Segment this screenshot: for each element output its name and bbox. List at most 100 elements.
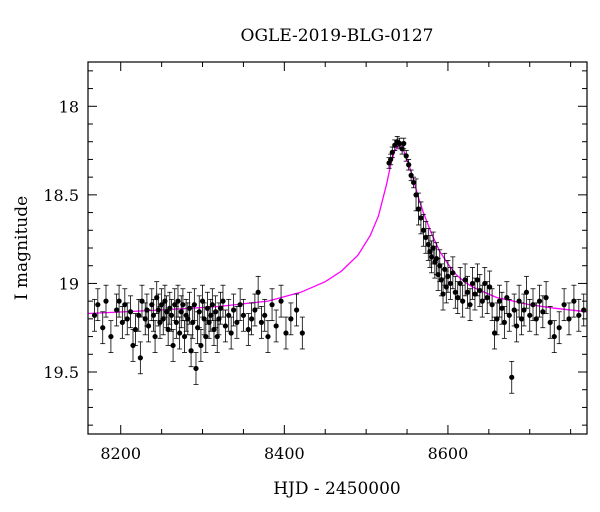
- data-point: [460, 284, 466, 318]
- point-marker: [278, 298, 284, 304]
- point-marker: [494, 316, 500, 322]
- point-marker: [442, 266, 448, 272]
- point-marker: [95, 302, 101, 308]
- data-point: [457, 267, 463, 300]
- point-marker: [226, 312, 232, 318]
- data-point: [119, 306, 125, 339]
- point-marker: [217, 305, 224, 311]
- data-point: [415, 192, 422, 226]
- data-point: [467, 288, 473, 322]
- point-marker: [472, 291, 478, 297]
- point-marker: [440, 291, 446, 297]
- data-point: [462, 263, 468, 297]
- x-tick-label: 8400: [264, 444, 305, 463]
- point-marker: [547, 319, 553, 325]
- data-point: [139, 284, 145, 318]
- data-point: [445, 259, 451, 293]
- data-point: [95, 288, 101, 322]
- data-point: [496, 284, 503, 318]
- data-point: [150, 298, 157, 332]
- data-point: [410, 176, 417, 189]
- point-marker: [203, 333, 209, 340]
- point-marker: [199, 298, 206, 304]
- data-point: [137, 341, 143, 375]
- point-marker: [190, 319, 196, 325]
- point-marker: [283, 330, 289, 336]
- point-marker: [234, 319, 240, 325]
- point-marker: [188, 348, 194, 354]
- data-point: [491, 316, 498, 350]
- data-point: [191, 288, 197, 322]
- point-marker: [477, 287, 483, 294]
- point-marker: [181, 333, 188, 340]
- data-point: [494, 302, 500, 336]
- data-point: [127, 295, 134, 329]
- point-marker: [173, 319, 179, 325]
- data-point: [566, 302, 572, 336]
- point-marker: [445, 273, 451, 279]
- point-marker: [540, 309, 546, 315]
- data-point: [299, 316, 305, 350]
- data-point: [172, 288, 178, 322]
- data-point: [255, 275, 261, 309]
- point-marker: [124, 316, 130, 322]
- data-point: [581, 293, 587, 327]
- point-marker: [255, 289, 261, 295]
- point-marker: [410, 179, 417, 186]
- data-point: [220, 284, 226, 318]
- data-point: [265, 320, 271, 353]
- point-marker: [420, 227, 426, 233]
- point-marker: [114, 307, 120, 313]
- data-point: [487, 270, 493, 304]
- data-point: [237, 288, 243, 322]
- point-marker: [193, 365, 199, 372]
- point-marker: [231, 307, 237, 313]
- point-marker: [213, 309, 219, 315]
- point-marker: [501, 319, 507, 325]
- point-marker: [551, 333, 557, 340]
- point-marker: [506, 312, 512, 318]
- point-marker: [403, 153, 409, 159]
- point-marker: [543, 295, 549, 301]
- data-point: [523, 275, 530, 309]
- data-point: [180, 288, 186, 322]
- data-point: [283, 316, 289, 350]
- point-marker: [269, 302, 275, 308]
- point-marker: [464, 289, 471, 295]
- point-marker: [103, 298, 109, 304]
- data-point: [442, 252, 448, 286]
- point-marker: [165, 326, 171, 333]
- point-marker: [136, 312, 142, 318]
- point-marker: [172, 302, 178, 308]
- data-point: [506, 298, 512, 332]
- point-marker: [504, 295, 510, 301]
- point-marker: [299, 330, 305, 336]
- chart-title: OGLE-2019-BLG-0127: [241, 26, 434, 46]
- y-tick-label: 18.5: [43, 186, 79, 205]
- data-point: [188, 334, 194, 368]
- x-axis-title: HJD - 2450000: [273, 479, 401, 499]
- data-point: [258, 306, 265, 339]
- point-marker: [150, 312, 157, 318]
- data-point: [209, 288, 215, 322]
- y-tick-label: 19: [59, 274, 79, 293]
- data-point: [213, 295, 219, 329]
- data-point: [231, 293, 237, 327]
- data-point: [401, 137, 407, 150]
- data-point: [145, 309, 152, 343]
- point-marker: [484, 295, 490, 301]
- data-point: [504, 281, 510, 314]
- data-point: [482, 267, 488, 300]
- point-marker: [209, 302, 215, 308]
- point-marker: [198, 342, 204, 349]
- point-marker: [499, 305, 505, 311]
- data-point: [530, 288, 536, 322]
- point-marker: [556, 325, 562, 331]
- point-marker: [240, 312, 247, 318]
- point-marker: [245, 326, 251, 333]
- data-point: [269, 288, 275, 322]
- point-marker: [491, 330, 498, 336]
- point-marker: [527, 312, 533, 318]
- point-marker: [487, 284, 493, 290]
